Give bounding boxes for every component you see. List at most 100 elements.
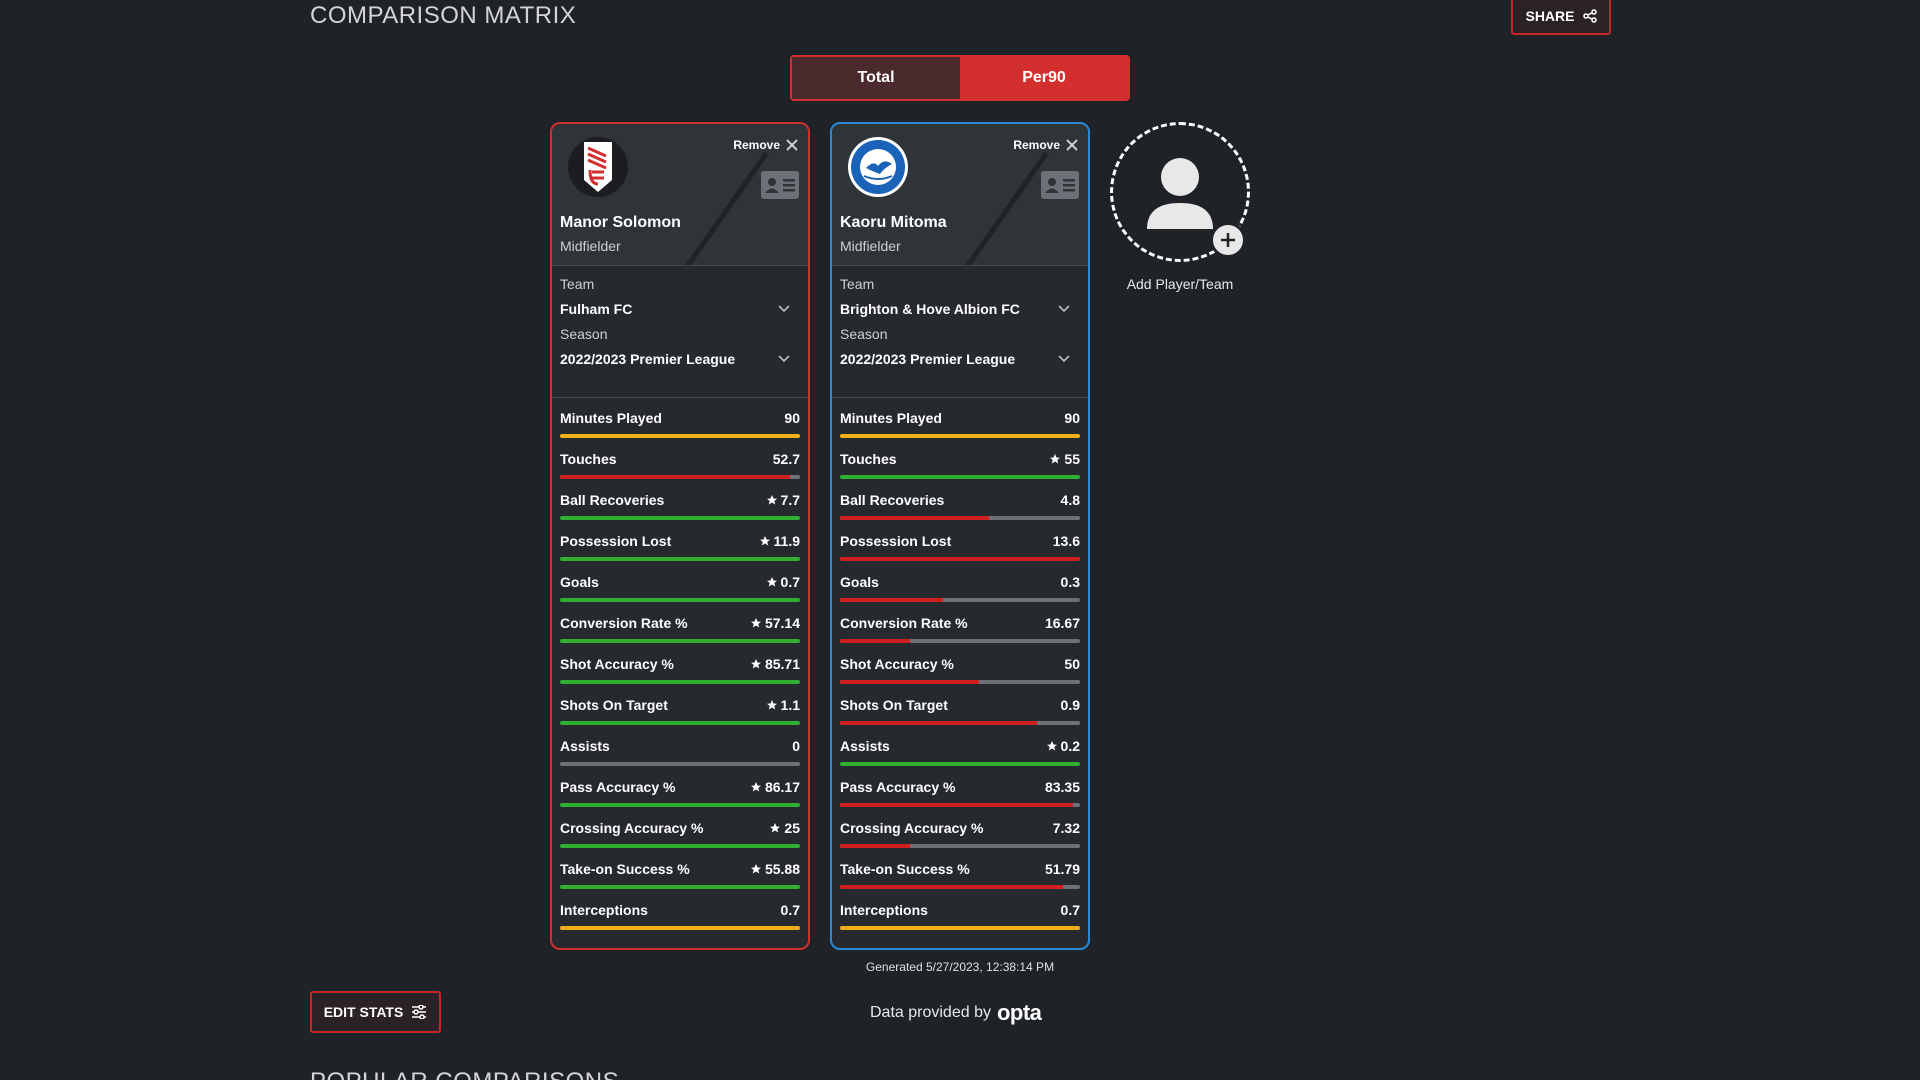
team-select[interactable]: Brighton & Hove Albion FC [840, 294, 1080, 324]
season-select[interactable]: 2022/2023 Premier League [840, 344, 1080, 374]
selectors: Team Fulham FC Season 2022/2023 Premier … [552, 266, 808, 398]
toggle-total[interactable]: Total [792, 57, 960, 99]
stat-bar-fill [840, 639, 910, 643]
stat-value: 0.7 [780, 574, 800, 590]
remove-button[interactable]: Remove [1013, 138, 1078, 152]
stat-row: Assists 0 [560, 732, 800, 773]
stat-value-wrap: 0.9 [1061, 697, 1080, 713]
stat-row: Take-on Success % 51.79 [840, 855, 1080, 896]
remove-label: Remove [1013, 138, 1060, 152]
stat-label: Crossing Accuracy % [560, 820, 704, 836]
player-position: Midfielder [840, 238, 901, 254]
star-icon [766, 495, 777, 505]
team-select[interactable]: Fulham FC [560, 294, 800, 324]
stat-value-wrap: 0.7 [781, 902, 800, 918]
stat-value-wrap: 55.88 [750, 861, 800, 877]
stat-value-wrap: 85.71 [750, 656, 800, 672]
stat-value-wrap: 16.67 [1045, 615, 1080, 631]
edit-stats-label: EDIT STATS [323, 1004, 404, 1020]
stat-label: Touches [840, 451, 897, 467]
stat-bar [840, 844, 1080, 848]
toggle-per90[interactable]: Per90 [960, 57, 1128, 99]
stat-row: Interceptions 0.7 [560, 896, 800, 937]
stat-bar-fill [560, 721, 800, 725]
stat-value: 52.7 [772, 451, 800, 467]
stat-value-wrap: 0.2 [1046, 738, 1080, 754]
opta-logo[interactable]: opta [996, 1000, 1042, 1025]
stat-bar [840, 639, 1080, 643]
generated-timestamp: Generated 5/27/2023, 12:38:14 PM [865, 960, 1055, 974]
stat-label: Possession Lost [560, 533, 672, 549]
star-icon [766, 577, 777, 587]
team-label: Team [840, 276, 875, 292]
stat-bar-fill [840, 885, 1064, 889]
stat-label: Touches [560, 451, 617, 467]
remove-button[interactable]: Remove [733, 138, 798, 152]
stat-label: Shots On Target [840, 697, 948, 713]
stat-bar [840, 516, 1080, 520]
stat-value: 0 [792, 738, 800, 754]
stat-row: Conversion Rate % 16.67 [840, 609, 1080, 650]
season-value: 2022/2023 Premier League [840, 351, 1016, 367]
stat-row: Possession Lost 13.6 [840, 527, 1080, 568]
provided-label: Data provided by [870, 1004, 991, 1021]
stat-row: Goals 0.3 [840, 568, 1080, 609]
stat-bar-fill [840, 803, 1073, 807]
add-player-button[interactable] [1110, 122, 1250, 262]
stat-value: 0.2 [1060, 738, 1080, 754]
stat-bar [560, 598, 800, 602]
stat-label: Conversion Rate % [840, 615, 968, 631]
stat-bar-fill [560, 557, 800, 561]
stat-label: Shots On Target [560, 697, 668, 713]
star-icon [750, 659, 761, 669]
stat-bar-fill [840, 434, 1080, 438]
player-card-header: Remove Kaoru Mitoma Midfielder [832, 124, 1088, 266]
stat-value: 7.32 [1052, 820, 1080, 836]
stat-bar-fill [840, 598, 944, 602]
stat-row: Shot Accuracy % 50 [840, 650, 1080, 691]
stat-value: 57.14 [764, 615, 800, 631]
stat-value-wrap: 13.6 [1053, 533, 1080, 549]
stat-value: 90 [784, 410, 800, 426]
share-button[interactable]: SHARE [1511, 0, 1611, 35]
stat-bar [560, 844, 800, 848]
stat-bar-fill [560, 844, 800, 848]
stat-bar [560, 762, 800, 766]
stat-value-wrap: 83.35 [1045, 779, 1080, 795]
stat-bar-fill [840, 475, 1080, 479]
stat-label: Shot Accuracy % [560, 656, 674, 672]
stat-value: 83.35 [1044, 779, 1080, 795]
stat-value-wrap: 52.7 [773, 451, 800, 467]
stat-value: 0.3 [1060, 574, 1080, 590]
stat-row: Pass Accuracy % 83.35 [840, 773, 1080, 814]
profile-card-icon[interactable] [760, 170, 800, 200]
stat-value: 50 [1064, 656, 1080, 672]
stat-bar-fill [840, 762, 1080, 766]
stat-row: Interceptions 0.7 [840, 896, 1080, 937]
stat-bar-fill [560, 885, 800, 889]
stat-row: Touches 55 [840, 445, 1080, 486]
star-icon [759, 536, 770, 546]
chevron-down-icon [1058, 355, 1070, 363]
total-per90-toggle: Total Per90 [790, 55, 1130, 101]
edit-stats-button[interactable]: EDIT STATS [310, 991, 441, 1033]
stat-value-wrap: 0.7 [766, 574, 800, 590]
stat-value: 16.67 [1044, 615, 1080, 631]
plus-icon[interactable] [1210, 222, 1246, 258]
share-icon [1582, 8, 1597, 23]
stat-label: Ball Recoveries [560, 492, 665, 508]
sliders-icon [412, 1005, 427, 1019]
stat-value-wrap: 50 [1064, 656, 1080, 672]
stat-value: 13.6 [1052, 533, 1080, 549]
stat-value-wrap: 0 [792, 738, 800, 754]
stat-label: Interceptions [840, 902, 928, 918]
remove-label: Remove [733, 138, 780, 152]
star-icon [770, 823, 781, 833]
stat-bar-fill [560, 639, 800, 643]
profile-card-icon[interactable] [1040, 170, 1080, 200]
stat-bar [840, 721, 1080, 725]
season-value: 2022/2023 Premier League [560, 351, 736, 367]
stat-bar-fill [560, 926, 800, 930]
stat-row: Ball Recoveries 7.7 [560, 486, 800, 527]
season-select[interactable]: 2022/2023 Premier League [560, 344, 800, 374]
